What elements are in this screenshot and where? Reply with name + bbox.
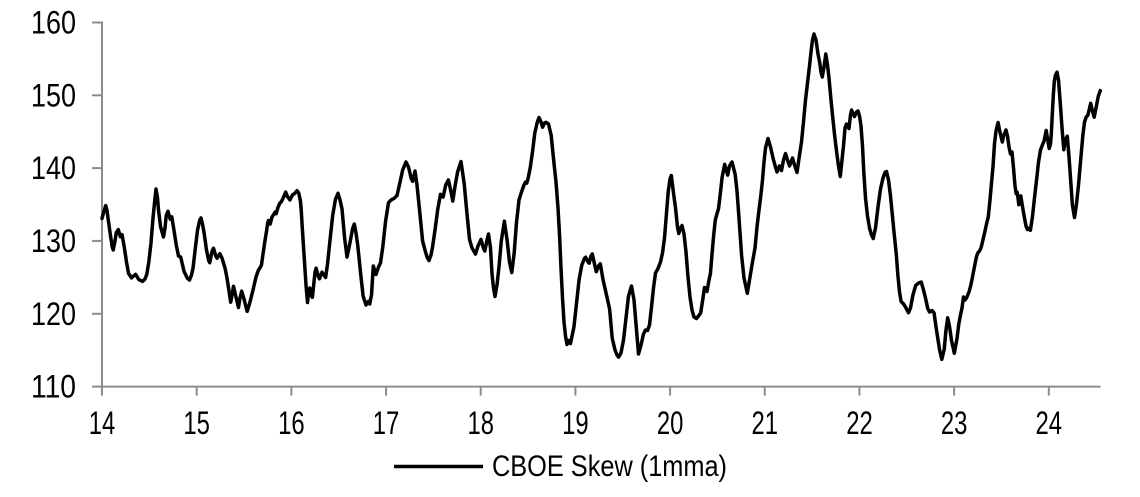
svg-text:21: 21 <box>752 405 779 441</box>
svg-text:150: 150 <box>31 77 76 113</box>
svg-text:CBOE Skew (1mma): CBOE Skew (1mma) <box>492 450 727 483</box>
svg-text:19: 19 <box>562 405 589 441</box>
svg-text:23: 23 <box>941 405 968 441</box>
svg-text:120: 120 <box>31 296 76 332</box>
svg-text:16: 16 <box>278 405 305 441</box>
svg-text:110: 110 <box>31 369 76 405</box>
svg-text:17: 17 <box>373 405 400 441</box>
svg-text:14: 14 <box>89 405 116 441</box>
svg-text:24: 24 <box>1036 405 1063 441</box>
svg-text:20: 20 <box>657 405 684 441</box>
svg-text:140: 140 <box>31 150 76 186</box>
svg-text:22: 22 <box>846 405 873 441</box>
svg-text:15: 15 <box>183 405 210 441</box>
svg-text:160: 160 <box>31 5 76 41</box>
svg-text:18: 18 <box>467 405 494 441</box>
svg-text:130: 130 <box>31 223 76 259</box>
